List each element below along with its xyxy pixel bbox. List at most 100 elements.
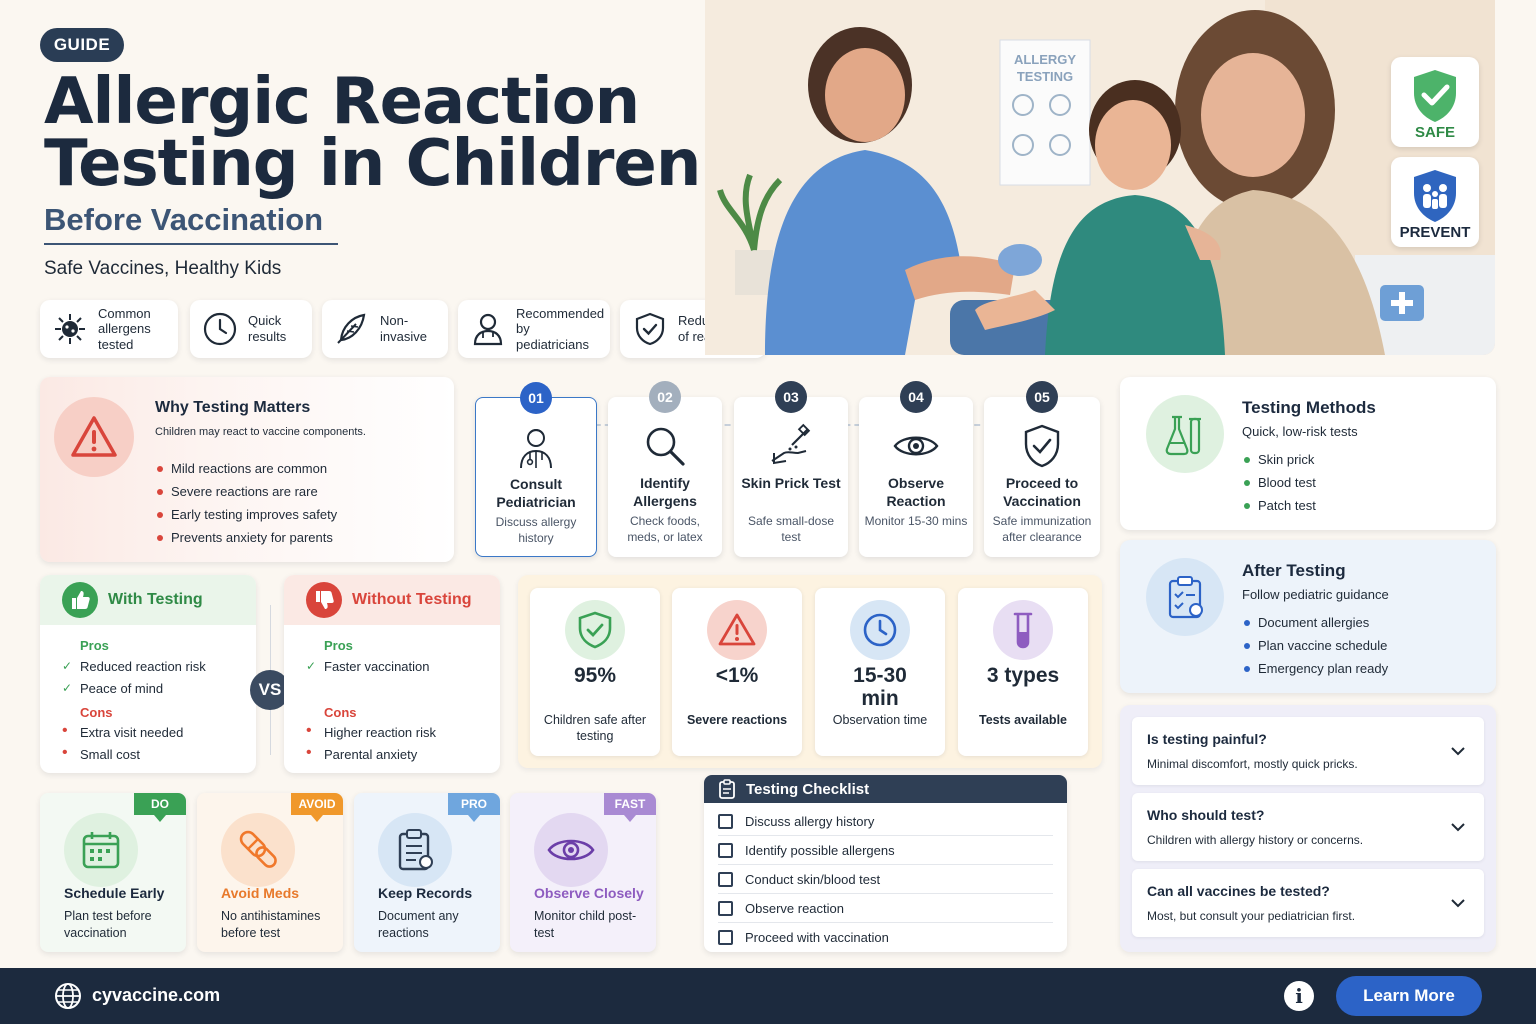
step-number: 03 bbox=[775, 381, 807, 413]
step-number: 02 bbox=[649, 381, 681, 413]
feature-recommended: Recommended by pediatricians bbox=[458, 300, 610, 358]
tagline: Safe Vaccines, Healthy Kids bbox=[44, 258, 282, 279]
pro-text: Faster vaccination bbox=[324, 659, 430, 674]
tip-card-keep-records: PRO Keep Records Document any reactions bbox=[354, 793, 500, 952]
tip-tag: PRO bbox=[448, 793, 500, 822]
bullet-dot-icon: • bbox=[306, 722, 312, 739]
pill-icon bbox=[239, 830, 277, 868]
checklist-item[interactable]: Identify possible allergens bbox=[718, 836, 1053, 865]
stat-card: <1% Severe reactions bbox=[672, 588, 802, 756]
allergen-virus-icon bbox=[55, 314, 85, 344]
with-testing-card: With Testing Pros ✓ Reduced reaction risk… bbox=[40, 575, 256, 773]
clipboard-icon bbox=[398, 829, 433, 871]
step-title: Skin Prick Test bbox=[741, 475, 841, 491]
without-testing-header: Without Testing bbox=[284, 575, 500, 625]
eye-icon bbox=[547, 839, 595, 861]
cons-label: Cons bbox=[324, 705, 357, 720]
checklist-title: Testing Checklist bbox=[746, 780, 870, 798]
checkbox[interactable] bbox=[718, 813, 733, 829]
checkbox[interactable] bbox=[718, 900, 733, 916]
after-circle bbox=[1146, 558, 1224, 636]
with-testing-header: With Testing bbox=[40, 575, 256, 625]
chevron-down-icon[interactable] bbox=[1450, 895, 1466, 911]
pro-text: Peace of mind bbox=[80, 681, 164, 696]
methods-subtitle: Quick, low-risk tests bbox=[1242, 424, 1358, 439]
list-item: Patch test bbox=[1242, 498, 1316, 513]
checklist-item[interactable]: Proceed with vaccination bbox=[718, 923, 1053, 952]
poster-text: ALLERGY TESTING bbox=[1013, 52, 1077, 84]
warning-icon bbox=[718, 613, 756, 646]
feature-label: Common allergens tested bbox=[98, 305, 151, 352]
pro-text: Reduced reaction risk bbox=[80, 659, 206, 674]
stat-caption: Tests available bbox=[978, 713, 1067, 727]
without-testing-title: Without Testing bbox=[352, 591, 472, 608]
step-title: Observe Reaction bbox=[886, 475, 946, 509]
pro-item: ✓ Faster vaccination bbox=[306, 659, 430, 674]
step-number: 04 bbox=[900, 381, 932, 413]
clinic-scene-image bbox=[705, 0, 1495, 355]
feature-label: Non-invasive bbox=[380, 313, 427, 344]
after-testing-card: After Testing Follow pediatric guidance … bbox=[1120, 540, 1496, 693]
learn-more-button[interactable]: Learn More bbox=[1336, 976, 1482, 1016]
checklist-item[interactable]: Observe reaction bbox=[718, 894, 1053, 923]
con-item: • Higher reaction risk bbox=[306, 722, 436, 740]
check-icon: ✓ bbox=[306, 659, 317, 673]
faq-answer: Most, but consult your pediatrician firs… bbox=[1147, 909, 1356, 923]
faq-item[interactable]: Is testing painful? Minimal discomfort, … bbox=[1132, 717, 1484, 785]
chevron-down-icon[interactable] bbox=[1450, 819, 1466, 835]
step-desc: Discuss allergy history bbox=[495, 515, 577, 545]
stat-icon-circle bbox=[707, 600, 767, 660]
step-desc: Safe immunization after clearance bbox=[992, 514, 1092, 544]
tip-title: Avoid Meds bbox=[221, 885, 300, 901]
eye-icon bbox=[893, 436, 939, 456]
checkbox[interactable] bbox=[718, 842, 733, 858]
checkbox[interactable] bbox=[718, 930, 733, 945]
chevron-down-icon[interactable] bbox=[1450, 743, 1466, 759]
after-title: After Testing bbox=[1242, 561, 1346, 580]
stat-value: <1% bbox=[715, 664, 759, 687]
shield-check-icon bbox=[1414, 70, 1456, 122]
step-4-card: 04 Observe Reaction Monitor 15-30 mins bbox=[859, 381, 973, 557]
site-link[interactable]: cyvaccine.com bbox=[92, 985, 221, 1005]
without-testing-card: Without Testing Pros ✓ Faster vaccination… bbox=[284, 575, 500, 773]
methods-title: Testing Methods bbox=[1242, 398, 1376, 417]
globe-icon bbox=[55, 983, 81, 1009]
shield-check-icon bbox=[635, 312, 665, 346]
stat-value: 15-30 min bbox=[853, 664, 907, 711]
con-text: Higher reaction risk bbox=[324, 725, 436, 740]
tip-card-avoid-meds: AVOID Avoid Meds No antihistamines befor… bbox=[197, 793, 343, 952]
stat-value: 95% bbox=[573, 664, 617, 687]
doctor-icon bbox=[473, 313, 503, 346]
stat-caption: Severe reactions bbox=[686, 713, 788, 727]
methods-list: Skin prick Blood test Patch test bbox=[1242, 452, 1316, 521]
faq-item[interactable]: Can all vaccines be tested? Most, but co… bbox=[1132, 869, 1484, 937]
hero-illustration: ALLERGY TESTING SAFE PREVENT bbox=[705, 0, 1495, 355]
tip-card-observe: FAST Observe Closely Monitor child post-… bbox=[510, 793, 656, 952]
tip-icon-circle bbox=[378, 813, 452, 887]
checklist-item[interactable]: Conduct skin/blood test bbox=[718, 865, 1053, 894]
thumbs-down-icon bbox=[306, 582, 342, 618]
checklist-item[interactable]: Discuss allergy history bbox=[718, 807, 1053, 836]
tip-desc: Document any reactions bbox=[378, 909, 459, 940]
list-item: Skin prick bbox=[1242, 452, 1316, 467]
tip-title: Observe Closely bbox=[534, 885, 644, 901]
checklist-item-label: Observe reaction bbox=[745, 900, 844, 916]
why-intro: Children may react to vaccine components… bbox=[155, 426, 366, 438]
info-icon[interactable]: i bbox=[1284, 981, 1314, 1011]
checkbox[interactable] bbox=[718, 871, 733, 887]
faq-answer: Children with allergy history or concern… bbox=[1147, 833, 1364, 847]
stat-card: 15-30 min Observation time bbox=[815, 588, 945, 756]
bullet-dot-icon: • bbox=[62, 722, 68, 739]
feather-icon bbox=[337, 313, 366, 344]
feature-non-invasive: Non-invasive bbox=[322, 300, 448, 358]
faq-question: Can all vaccines be tested? bbox=[1147, 883, 1330, 899]
tip-tag: DO bbox=[134, 793, 186, 822]
stat-icon-circle bbox=[993, 600, 1053, 660]
safe-badge-label: SAFE bbox=[1414, 124, 1455, 141]
pediatrician-icon bbox=[520, 429, 552, 469]
faq-item[interactable]: Who should test? Children with allergy h… bbox=[1132, 793, 1484, 861]
tip-desc: Plan test before vaccination bbox=[64, 909, 152, 940]
checklist-header: Testing Checklist bbox=[704, 775, 1067, 803]
list-item: Early testing improves safety bbox=[155, 507, 337, 522]
pro-item: ✓ Peace of mind bbox=[62, 681, 164, 696]
